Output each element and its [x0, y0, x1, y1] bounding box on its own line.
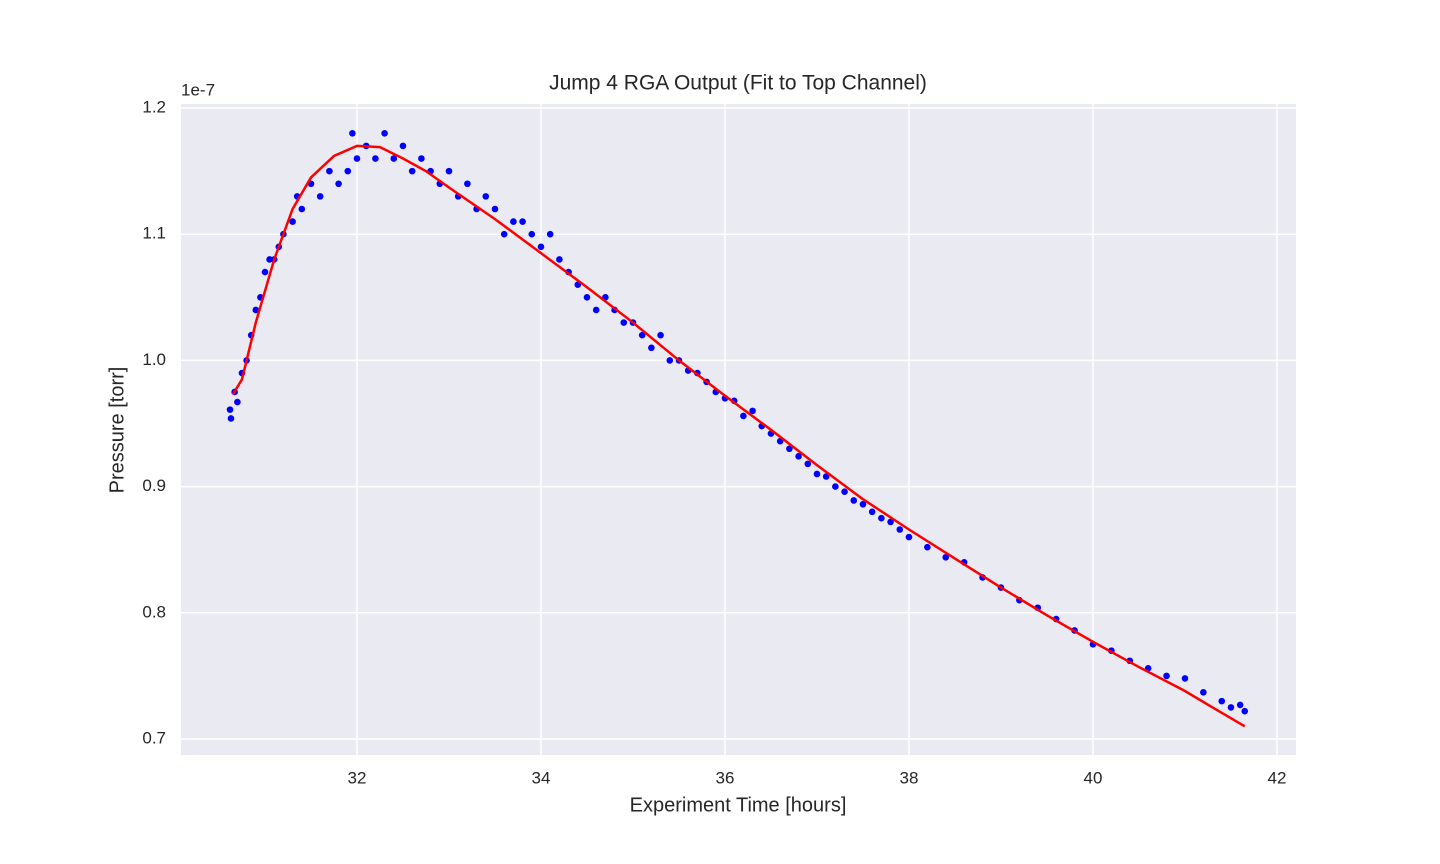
data-point	[795, 453, 802, 460]
data-point	[648, 344, 655, 352]
data-point	[510, 218, 517, 225]
plot-area	[181, 104, 1296, 755]
data-point	[500, 230, 508, 238]
data-point	[896, 526, 904, 533]
data-point	[390, 155, 398, 162]
data-point	[556, 256, 563, 263]
data-point	[1227, 704, 1235, 711]
data-point	[942, 553, 950, 561]
x-tick-label: 36	[716, 768, 735, 787]
data-point	[1236, 701, 1244, 709]
data-point	[537, 243, 545, 251]
data-point	[399, 142, 407, 150]
data-point	[1241, 707, 1249, 715]
data-point	[841, 488, 848, 495]
data-point	[418, 155, 425, 162]
data-point	[316, 193, 324, 200]
data-point	[850, 497, 858, 504]
data-point	[832, 483, 839, 490]
data-point	[353, 155, 361, 162]
data-point	[657, 331, 664, 339]
data-point	[464, 180, 471, 188]
data-point	[1181, 675, 1189, 682]
data-point	[491, 205, 499, 213]
x-axis-label: Experiment Time [hours]	[630, 794, 847, 816]
data-point	[638, 331, 646, 339]
data-point	[234, 398, 241, 406]
offset-label: 1e-7	[181, 80, 215, 99]
data-point	[261, 268, 269, 276]
data-point	[227, 415, 235, 422]
data-point	[905, 533, 913, 541]
data-point	[749, 407, 756, 415]
data-point	[887, 518, 894, 526]
data-point	[298, 205, 306, 213]
y-axis-label: Pressure [torr]	[106, 367, 128, 494]
data-point	[859, 500, 867, 508]
y-tick-label: 0.8	[142, 602, 166, 621]
data-point	[349, 129, 356, 137]
data-point	[666, 357, 674, 364]
data-point	[1218, 697, 1226, 705]
data-point	[482, 193, 490, 200]
data-point	[226, 406, 234, 413]
y-tick-label: 1.1	[142, 224, 166, 243]
data-point	[546, 230, 554, 238]
chart-title: Jump 4 RGA Output (Fit to Top Channel)	[549, 72, 927, 95]
data-point	[583, 294, 591, 301]
x-tick-label: 34	[532, 768, 551, 787]
data-point	[804, 460, 812, 468]
data-point	[1200, 688, 1207, 696]
data-point	[813, 470, 821, 478]
data-point	[740, 412, 747, 420]
data-point	[408, 167, 416, 175]
data-point	[381, 129, 388, 137]
y-tick-label: 1.2	[142, 98, 166, 117]
y-tick-label: 1.0	[142, 350, 166, 369]
y-tick-label: 0.9	[142, 476, 166, 495]
data-point	[528, 230, 536, 238]
data-point	[372, 155, 379, 162]
data-point	[335, 180, 342, 188]
data-point	[868, 508, 876, 516]
x-tick-label: 38	[900, 768, 919, 787]
data-point	[620, 319, 628, 326]
data-point	[519, 218, 526, 225]
data-point	[786, 445, 793, 453]
fit-line	[231, 144, 1246, 728]
x-tick-label: 32	[348, 768, 367, 787]
data-point	[344, 167, 352, 175]
data-point	[289, 218, 296, 225]
data-point	[326, 167, 333, 175]
data-point	[445, 167, 453, 175]
data-point	[924, 543, 931, 551]
data-point	[1163, 672, 1170, 680]
data-point	[592, 306, 600, 314]
data-point	[878, 514, 885, 522]
x-tick-label: 42	[1267, 768, 1286, 787]
y-tick-label: 0.7	[142, 728, 166, 747]
data-point	[822, 473, 830, 480]
data-point	[252, 306, 260, 314]
data-point	[266, 256, 273, 263]
x-tick-label: 40	[1084, 768, 1103, 787]
